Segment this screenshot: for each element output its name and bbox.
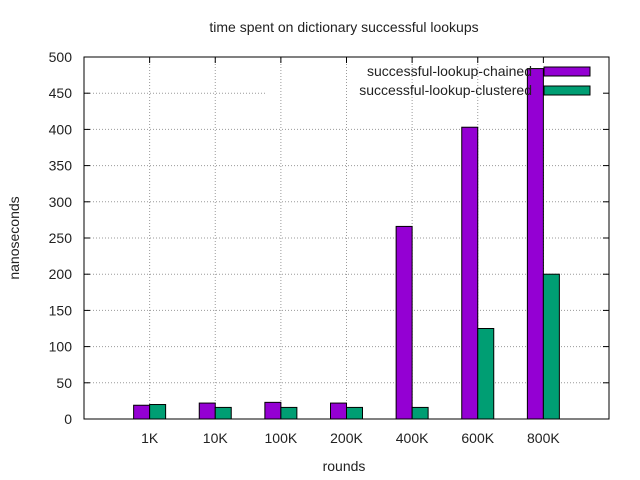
y-tick-label: 200	[49, 266, 73, 282]
legend-swatch	[543, 66, 591, 77]
y-tick-label: 450	[49, 85, 73, 101]
y-tick-label: 50	[56, 375, 72, 391]
bar-clustered-10K	[214, 406, 232, 420]
grid-layer	[84, 57, 609, 419]
x-tick-label: 400K	[396, 430, 429, 446]
legend: successful-lookup-chained successful-look…	[359, 63, 591, 98]
bars	[133, 68, 560, 420]
bar-chained-200K	[330, 402, 347, 420]
y-tick-label: 250	[49, 230, 73, 246]
x-tick-label: 1K	[141, 430, 159, 446]
bar-chained-800K	[526, 68, 544, 420]
y-tick-label: 300	[49, 194, 73, 210]
bar-clustered-200K	[346, 406, 363, 420]
bar-clustered-800K	[542, 273, 560, 420]
x-tick-label: 10K	[203, 430, 229, 446]
bar-clustered-1K	[149, 404, 167, 420]
plot-frame	[83, 56, 610, 420]
x-tick-label: 600K	[461, 430, 494, 446]
y-tick-label: 0	[64, 411, 72, 427]
legend-label: successful-lookup-clustered	[359, 82, 532, 98]
y-tick-label: 350	[49, 158, 73, 174]
bar-chained-600K	[461, 126, 479, 420]
bar-chained-100K	[264, 401, 282, 420]
y-tick-label: 150	[49, 302, 73, 318]
x-axis-label: rounds	[323, 458, 366, 474]
bar-clustered-600K	[477, 328, 495, 420]
y-tick-label: 400	[49, 121, 73, 137]
y-tick-label: 500	[49, 49, 73, 65]
y-tick-label: 100	[49, 339, 73, 355]
y-axis-ticks: 0 50 100 150 200 250 300 350 400 450 500	[49, 49, 609, 427]
chart-title: time spent on dictionary successful look…	[209, 19, 478, 35]
bar-clustered-100K	[280, 406, 298, 420]
legend-swatch	[543, 85, 591, 96]
x-tick-label: 200K	[330, 430, 363, 446]
legend-label: successful-lookup-chained	[367, 63, 532, 79]
bar-clustered-400K	[411, 406, 429, 420]
x-tick-label: 100K	[265, 430, 298, 446]
y-axis-label: nanoseconds	[6, 196, 22, 279]
bar-chained-10K	[198, 402, 216, 420]
bar-chained-1K	[133, 404, 151, 420]
x-tick-label: 800K	[527, 430, 560, 446]
x-axis-ticks: 1K 10K 100K 200K 400K 600K 800K	[141, 57, 560, 446]
bar-chained-400K	[395, 225, 413, 420]
